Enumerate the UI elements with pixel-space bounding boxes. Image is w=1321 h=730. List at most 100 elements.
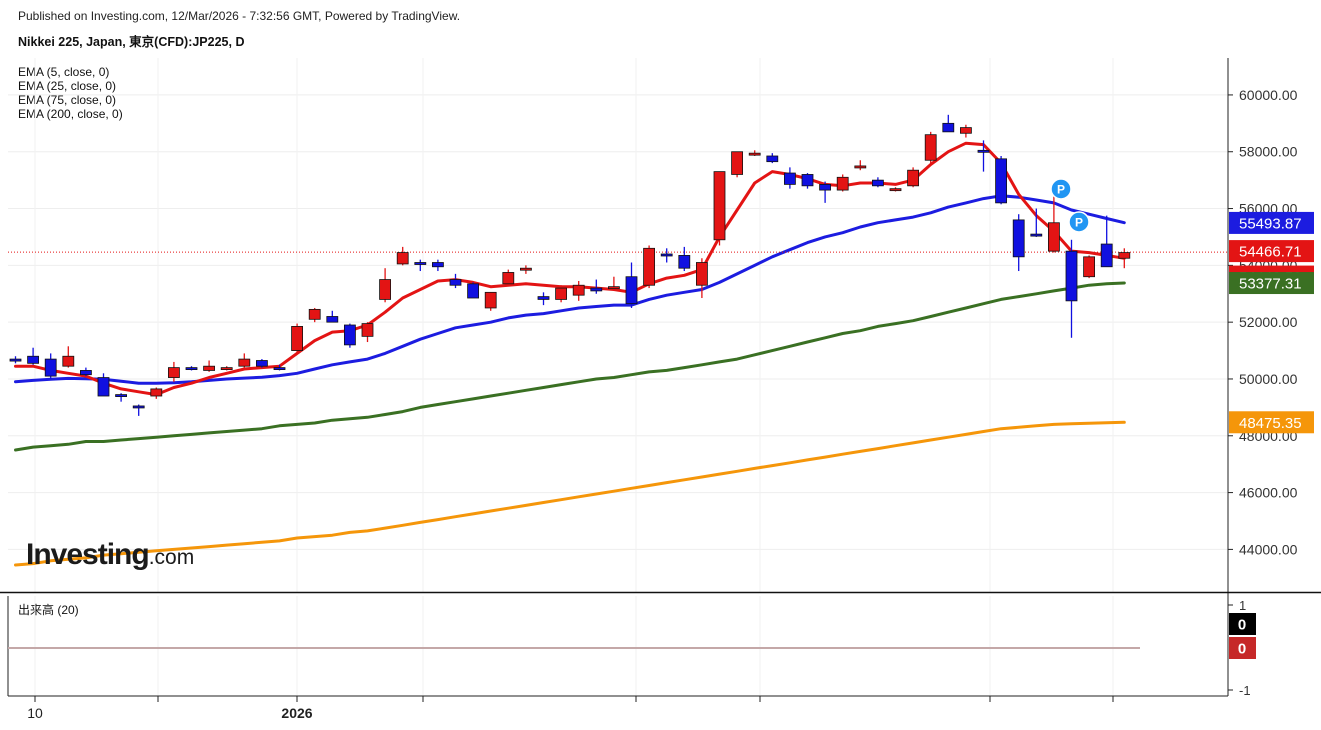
candle-body (343, 324, 356, 346)
p-markers: PP (1050, 178, 1090, 233)
candle-body (62, 355, 75, 367)
logo-suffix: .com (148, 546, 195, 569)
ema200-line (14, 420, 1126, 567)
candle-body (167, 367, 180, 378)
time-tick-label: 2026 (281, 705, 312, 721)
volume-badge (1229, 637, 1256, 659)
candle-body (713, 171, 726, 241)
candle-body (1012, 219, 1025, 258)
candle-body (731, 151, 743, 175)
candle-body (555, 287, 567, 300)
price-tick-label: 58000.00 (1239, 144, 1298, 160)
ema5-line (14, 141, 1126, 397)
candle-body (924, 134, 937, 161)
candle-body (361, 323, 374, 337)
published-info: Published on Investing.com, 12/Mar/2026 … (18, 9, 461, 23)
p-marker-label: P (1075, 216, 1083, 230)
price-badge (1229, 211, 1314, 234)
candlesticks (9, 114, 1131, 416)
volume-panel: 1 -1 0 0 (8, 598, 1256, 698)
candle-body (431, 262, 444, 268)
legend-ema25[interactable]: EMA (25, close, 0) (18, 79, 117, 93)
candle-body (502, 272, 515, 285)
price-badge (1229, 240, 1314, 263)
volume-tick-label: -1 (1239, 683, 1251, 698)
candle-body (203, 365, 216, 371)
candle-body (520, 267, 532, 271)
time-tick-label: 10 (27, 705, 43, 721)
candle-body (396, 252, 409, 265)
legend-ema200[interactable]: EMA (200, close, 0) (18, 107, 123, 121)
candle-body (414, 262, 427, 265)
candle-body (872, 179, 884, 187)
investing-logo: Investing.com (26, 538, 194, 572)
price-badge-label: 48475.35 (1239, 415, 1302, 432)
chart-axes: 60000.0058000.0056000.0054000.0052000.00… (0, 58, 1321, 721)
price-badge-label: 55493.87 (1239, 215, 1302, 232)
chart-grid (8, 58, 1228, 696)
ema25-line (14, 194, 1126, 385)
price-badge (1229, 411, 1314, 434)
candle-body (484, 291, 497, 309)
candle-body (379, 279, 392, 300)
candle-body (1065, 250, 1078, 302)
price-badge-label: 54466.71 (1239, 244, 1302, 261)
candle-body (80, 370, 92, 376)
candle-body (995, 158, 1007, 204)
candle-body (801, 174, 814, 187)
price-badge-label: 53377.31 (1239, 276, 1302, 293)
candle-body (1083, 256, 1095, 278)
candle-body (308, 308, 321, 320)
candle-body (960, 127, 972, 134)
legend-ema5[interactable]: EMA (5, close, 0) (18, 65, 110, 79)
candle-body (44, 358, 57, 377)
volume-badge-label: 0 (1238, 641, 1246, 658)
candle-body (907, 169, 919, 187)
volume-tick-label: 1 (1239, 598, 1246, 613)
p-marker (1068, 211, 1090, 233)
candle-body (942, 122, 955, 133)
candle-body (467, 283, 480, 299)
volume-badge-label: 0 (1238, 617, 1246, 634)
candle-body (220, 367, 233, 371)
p-marker (1050, 178, 1072, 200)
candle-body (1118, 252, 1131, 259)
candle-body (238, 358, 251, 367)
candle-body (889, 188, 902, 192)
price-tick-label: 60000.00 (1239, 87, 1298, 103)
candle-body (9, 358, 22, 362)
candle-body (696, 262, 708, 286)
candle-body (97, 377, 110, 397)
candle-body (784, 172, 796, 185)
price-tick-label: 44000.00 (1239, 541, 1298, 557)
candle-body (854, 165, 867, 169)
candle-body (590, 287, 603, 292)
price-tick-label: 46000.00 (1239, 485, 1298, 501)
price-tick-label: 52000.00 (1239, 314, 1298, 330)
legend-ema75[interactable]: EMA (75, close, 0) (18, 93, 117, 107)
candle-body (255, 360, 268, 367)
candle-body (537, 296, 550, 300)
price-tick-label: 50000.00 (1239, 371, 1298, 387)
ema-lines (8, 141, 1228, 567)
candle-body (1100, 243, 1113, 268)
candle-body (449, 279, 462, 286)
volume-panel-label: 出来高 (20) (18, 603, 79, 617)
candle-body (150, 388, 163, 397)
volume-badge (1229, 613, 1256, 635)
candle-body (608, 286, 620, 290)
candle-body (1030, 233, 1043, 237)
candle-body (273, 367, 286, 371)
ema75-line (14, 281, 1126, 452)
candle-body (643, 247, 655, 286)
candle-body (977, 149, 990, 153)
candle-body (660, 253, 673, 257)
price-badge (1229, 272, 1314, 295)
candle-body (836, 176, 849, 191)
logo-main: Investing (26, 538, 150, 571)
candle-body (572, 284, 585, 296)
candle-body (748, 152, 761, 156)
candle-body (27, 355, 40, 364)
